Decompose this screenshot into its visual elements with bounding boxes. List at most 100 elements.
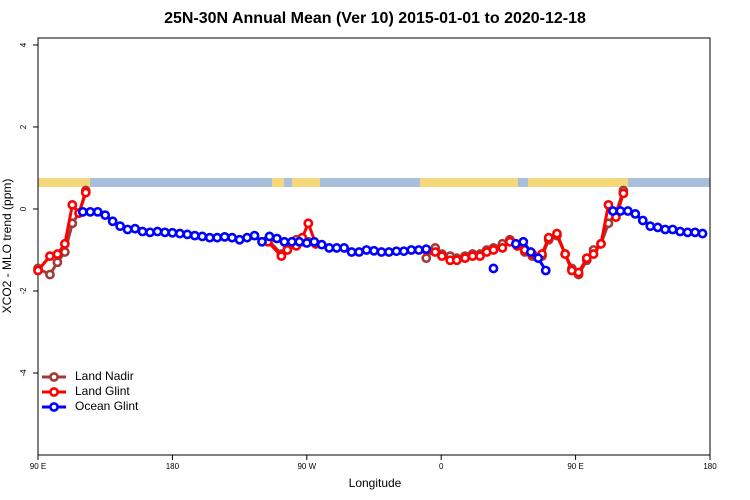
data-point <box>294 236 305 247</box>
legend-label: Ocean Glint <box>75 399 139 413</box>
data-point <box>276 251 287 262</box>
data-point <box>145 227 155 238</box>
x-tick-label: 90 W <box>297 462 316 471</box>
data-point <box>33 265 43 276</box>
data-point <box>77 206 88 217</box>
y-axis-label: XCO2 - MLO trend (ppm) <box>0 179 14 314</box>
data-point <box>697 228 708 239</box>
data-point <box>497 243 508 253</box>
data-point <box>652 222 663 233</box>
data-point <box>391 246 402 257</box>
data-point <box>525 247 536 257</box>
data-point <box>234 234 245 245</box>
data-point <box>596 238 606 249</box>
data-point <box>376 247 387 257</box>
data-point <box>660 224 671 235</box>
data-point <box>533 253 544 264</box>
y-tick-label: 4 <box>19 42 28 47</box>
data-point <box>264 231 275 242</box>
data-point <box>560 249 571 259</box>
data-point <box>115 221 126 232</box>
data-point <box>45 269 55 280</box>
data-point <box>100 210 111 221</box>
data-point <box>219 231 230 242</box>
data-point <box>675 226 686 237</box>
data-point <box>421 244 432 255</box>
data-point <box>52 257 63 268</box>
data-point <box>645 221 656 232</box>
data-point <box>682 227 693 238</box>
data-point <box>588 249 599 259</box>
legend-marker <box>49 402 59 412</box>
y-tick-label: -4 <box>19 369 28 377</box>
x-tick-label: 0 <box>439 462 444 471</box>
legend-marker <box>49 387 59 397</box>
data-point <box>286 236 297 247</box>
data-point <box>204 232 215 243</box>
data-point <box>282 245 293 255</box>
data-point <box>212 232 223 243</box>
x-tick-label: 180 <box>703 462 717 471</box>
data-point <box>460 253 470 264</box>
data-point <box>167 227 178 238</box>
data-point <box>421 253 432 264</box>
data-point <box>85 206 96 217</box>
data-point <box>52 249 63 259</box>
data-point <box>384 247 394 257</box>
data-point <box>339 243 350 253</box>
legend-marker <box>49 372 59 382</box>
data-point <box>406 245 417 255</box>
data-point <box>430 247 441 257</box>
data-point <box>59 238 70 249</box>
x-tick-label: 90 E <box>567 462 583 471</box>
data-point <box>622 206 633 216</box>
data-point <box>510 238 521 249</box>
data-point <box>316 239 327 250</box>
y-tick-label: 2 <box>19 124 28 129</box>
data-point <box>197 231 208 242</box>
data-point <box>637 215 648 226</box>
data-point <box>279 236 290 247</box>
data-point <box>182 229 193 240</box>
x-axis-label: Longitude <box>349 476 402 490</box>
data-point <box>369 245 379 256</box>
data-point <box>257 236 267 247</box>
data-point <box>475 251 485 262</box>
data-point <box>137 226 148 237</box>
data-point <box>488 245 499 255</box>
data-point <box>189 230 200 241</box>
data-point <box>80 187 91 198</box>
data-point <box>309 236 320 247</box>
data-point <box>413 245 424 255</box>
data-point <box>608 206 618 216</box>
y-tick-label: -2 <box>19 287 28 295</box>
data-point <box>488 263 499 274</box>
legend-label: Land Nadir <box>75 369 134 383</box>
data-point <box>518 236 529 247</box>
data-point <box>249 230 260 241</box>
x-tick-label: 180 <box>166 462 180 471</box>
data-point <box>581 253 592 264</box>
data-point <box>174 228 185 239</box>
land-mask-strip <box>38 178 710 187</box>
data-point <box>324 243 335 253</box>
data-point <box>630 209 641 219</box>
data-point <box>130 223 140 234</box>
data-point <box>667 224 678 235</box>
data-point <box>618 188 629 199</box>
data-point <box>451 255 462 266</box>
data-point <box>540 265 551 276</box>
data-point <box>543 232 554 243</box>
y-tick-label: 0 <box>19 206 28 211</box>
data-point <box>227 232 238 243</box>
data-point <box>398 246 409 257</box>
plot-frame <box>37 37 711 456</box>
data-point <box>615 206 626 216</box>
data-point <box>92 206 103 217</box>
data-point <box>467 251 478 262</box>
data-point <box>107 216 118 227</box>
data-point <box>303 218 314 229</box>
data-point <box>346 247 357 257</box>
data-point <box>242 232 252 243</box>
